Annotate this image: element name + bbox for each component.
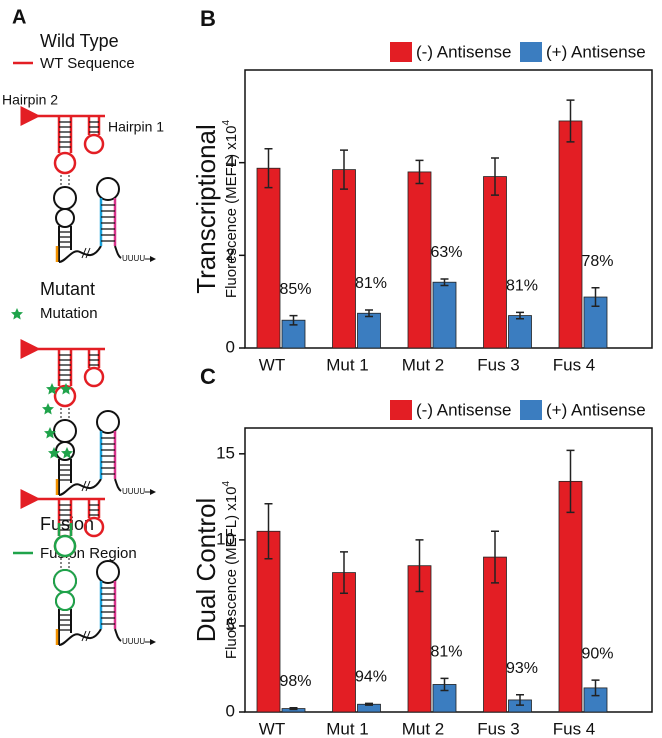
hairpin-label: Hairpin 1: [108, 119, 164, 135]
error-bar: [289, 314, 298, 326]
repression-label: 78%: [581, 253, 613, 270]
repression-label: 93%: [506, 660, 538, 677]
bar: [508, 315, 532, 349]
x-tick-label: Mut 2: [402, 355, 445, 374]
error-bar: [365, 702, 373, 706]
bar: [256, 167, 281, 349]
y-tick-label: 2: [226, 245, 235, 264]
error-bar: [566, 99, 575, 143]
panel-label: A: [12, 6, 26, 28]
legend-swatch: [390, 400, 412, 420]
error-bar: [340, 149, 348, 190]
y-axis-label-text: Fluorescence (MEFL) x10: [223, 126, 240, 299]
section-title: Fusion: [40, 514, 94, 534]
y-axis-label-exponent: 4: [221, 481, 232, 487]
key-label: Mutation: [40, 305, 98, 322]
error-bar: [566, 449, 575, 514]
x-tick-label: WT: [259, 719, 285, 738]
y-tick-label: 5: [226, 615, 235, 634]
error-bar: [340, 551, 348, 594]
fusion-structure: UUUU: [38, 499, 155, 646]
x-tick-label: Mut 1: [326, 355, 369, 374]
terminator: UUUU: [122, 487, 145, 496]
repression-label: 94%: [355, 669, 387, 686]
bar: [357, 312, 381, 349]
y-axis-label-exponent: 4: [221, 120, 232, 126]
repression-label: 81%: [506, 278, 538, 295]
x-tick-label: Fus 4: [553, 719, 596, 738]
legend-label: (-) Antisense: [416, 42, 511, 61]
bar: [407, 171, 432, 349]
error-bar: [264, 502, 273, 560]
error-bar: [415, 159, 424, 185]
error-bar: [289, 706, 298, 711]
key-star: [11, 308, 23, 320]
panel-label: C: [200, 364, 216, 389]
plot-frame: [244, 427, 653, 713]
y-axis-label-text: Fluorescence (MEFL) x10: [223, 487, 240, 660]
antisense-rna: [38, 116, 105, 173]
y-tick-label: 0: [226, 337, 235, 356]
legend-label: (+) Antisense: [546, 400, 646, 419]
diagram-panel: A Wild Type WT Sequence Hairpin 2 Hairpi…: [2, 6, 164, 646]
x-tick-label: Fus 3: [477, 719, 520, 738]
error-bar: [440, 677, 449, 692]
error-bar: [415, 539, 424, 593]
x-tick-label: Mut 1: [326, 719, 369, 738]
legend-label: (+) Antisense: [546, 42, 646, 61]
row-label: Dual Control: [191, 498, 221, 643]
legend-swatch: [520, 400, 542, 420]
y-tick-label: 10: [216, 529, 235, 548]
error-bar: [516, 311, 524, 320]
legend-swatch: [390, 42, 412, 62]
legend-swatch: [520, 42, 542, 62]
error-bar: [264, 148, 273, 189]
panel-label: B: [200, 6, 216, 31]
bar: [332, 169, 356, 349]
repression-label: 63%: [430, 244, 462, 261]
repression-label: 98%: [279, 673, 311, 690]
error-bar: [365, 309, 373, 318]
hairpin-label: Hairpin 2: [2, 92, 58, 108]
error-bar: [591, 287, 600, 308]
y-axis-label: Fluorescence (MEFL) x104: [221, 481, 240, 660]
y-axis-label: Fluorescence (MEFL) x104: [221, 120, 240, 299]
repression-label: 85%: [279, 281, 311, 298]
x-tick-label: Fus 3: [477, 355, 520, 374]
repression-label: 90%: [581, 645, 613, 662]
y-tick-label: 4: [226, 152, 235, 171]
bar: [432, 281, 457, 349]
repression-label: 81%: [355, 275, 387, 292]
legend-label: (-) Antisense: [416, 400, 511, 419]
bar: [483, 176, 507, 349]
x-tick-label: Mut 2: [402, 719, 445, 738]
error-bar: [491, 157, 499, 196]
error-bar: [516, 694, 524, 706]
error-bar: [440, 278, 449, 287]
terminator: UUUU: [122, 254, 145, 263]
error-bar: [591, 679, 600, 697]
bar: [558, 480, 583, 713]
bar: [558, 120, 583, 349]
mutant-structure: UUUU: [38, 349, 155, 496]
terminator: UUUU: [122, 637, 145, 646]
x-tick-label: WT: [259, 355, 285, 374]
x-tick-label: Fus 4: [553, 355, 596, 374]
target-rna: [54, 175, 155, 262]
section-title: Mutant: [40, 279, 95, 299]
y-tick-label: 15: [216, 443, 235, 462]
error-bar: [491, 530, 499, 584]
y-tick-label: 0: [226, 701, 235, 720]
section-title: Wild Type: [40, 31, 119, 51]
row-label: Transcriptional: [191, 124, 221, 294]
key-label: WT Sequence: [40, 55, 135, 72]
repression-label: 81%: [430, 644, 462, 661]
